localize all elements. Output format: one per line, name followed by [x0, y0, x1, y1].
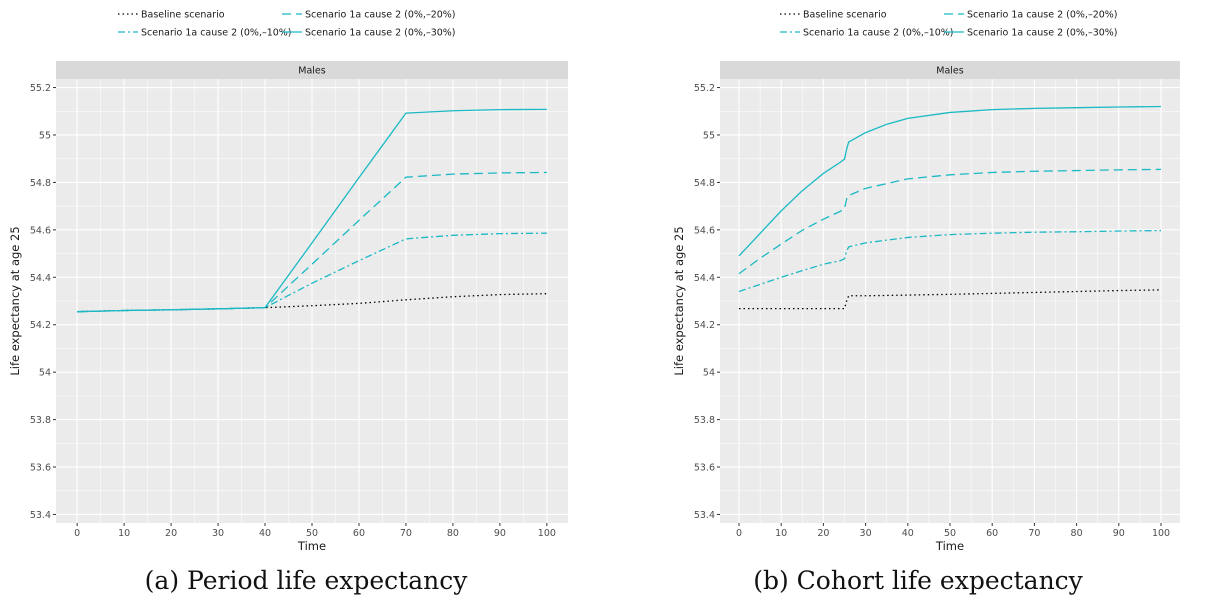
y-tick-label: 54.6 — [30, 225, 51, 236]
cohort-chart: Baseline scenario Scenario 1a cause 2 (0%… — [672, 10, 1180, 553]
legend-label: Baseline scenario — [141, 10, 225, 21]
x-tick-label: 80 — [447, 528, 459, 539]
y-tick-label: 53.8 — [694, 415, 715, 426]
y-axis-title: Life expectancy at age 25 — [8, 226, 22, 375]
period-chart-panel: Baseline scenario Scenario 1a cause 2 (0%… — [8, 10, 568, 595]
y-tick-label: 55.2 — [30, 83, 51, 94]
legend-label: Scenario 1a cause 2 (0%,–10%) — [803, 28, 954, 39]
x-tick-label: 60 — [986, 528, 998, 539]
x-tick-label: 0 — [736, 528, 742, 539]
x-tick-label: 80 — [1071, 528, 1083, 539]
series-line — [77, 293, 547, 313]
legend-label: Scenario 1a cause 2 (0%,–20%) — [967, 10, 1118, 21]
y-tick-label: 53.6 — [694, 463, 715, 474]
y-tick-label: 54.6 — [694, 225, 715, 236]
legend-label: Scenario 1a cause 2 (0%,–30%) — [967, 28, 1118, 39]
series-line — [738, 168, 1162, 275]
caption-period: (a) Period life expectancy — [144, 566, 468, 595]
y-tick-label: 54.4 — [694, 273, 715, 284]
facet-strip-label: Males — [298, 66, 326, 77]
x-tick-label: 50 — [306, 528, 318, 539]
x-tick-label: 70 — [400, 528, 412, 539]
x-tick-label: 0 — [74, 528, 80, 539]
x-tick-label: 20 — [165, 528, 177, 539]
x-tick-label: 100 — [1152, 528, 1170, 539]
y-tick-label: 53.8 — [30, 415, 51, 426]
y-axis-title: Life expectancy at age 25 — [672, 226, 686, 375]
x-tick-label: 100 — [538, 528, 556, 539]
legend-label: Scenario 1a cause 2 (0%,–10%) — [141, 28, 292, 39]
y-tick-label: 55 — [703, 130, 715, 141]
x-tick-label: 50 — [944, 528, 956, 539]
y-tick-label: 55.2 — [694, 83, 715, 94]
x-tick-label: 30 — [212, 528, 224, 539]
facet-strip — [56, 61, 568, 79]
x-tick-label: 10 — [775, 528, 787, 539]
caption-cohort: (b) Cohort life expectancy — [753, 566, 1083, 595]
period-chart: Baseline scenario Scenario 1a cause 2 (0%… — [8, 10, 568, 553]
series-line — [738, 105, 1162, 257]
y-tick-label: 53.6 — [30, 463, 51, 474]
legend-label: Scenario 1a cause 2 (0%,–30%) — [305, 28, 456, 39]
x-axis-title: Time — [935, 539, 964, 553]
y-tick-label: 54.8 — [694, 178, 715, 189]
cohort-chart-panel: Baseline scenario Scenario 1a cause 2 (0%… — [612, 0, 1224, 611]
y-tick-label: 53.4 — [694, 510, 715, 521]
x-tick-label: 70 — [1028, 528, 1040, 539]
y-tick-label: 54.2 — [694, 320, 715, 331]
y-tick-label: 54.8 — [30, 178, 51, 189]
y-tick-label: 54.2 — [30, 320, 51, 331]
legend-label: Baseline scenario — [803, 10, 887, 21]
x-tick-label: 90 — [1113, 528, 1125, 539]
y-tick-label: 54 — [703, 368, 715, 379]
y-tick-label: 54.4 — [30, 273, 51, 284]
y-tick-label: 54 — [39, 368, 51, 379]
x-axis-title: Time — [297, 539, 326, 553]
x-tick-label: 10 — [118, 528, 130, 539]
x-tick-label: 90 — [494, 528, 506, 539]
x-tick-label: 40 — [902, 528, 914, 539]
facet-strip-label: Males — [936, 66, 964, 77]
series-line — [738, 229, 1162, 293]
x-tick-label: 40 — [259, 528, 271, 539]
legend-label: Scenario 1a cause 2 (0%,–20%) — [305, 10, 456, 21]
x-tick-label: 20 — [817, 528, 829, 539]
x-tick-label: 30 — [860, 528, 872, 539]
y-tick-label: 53.4 — [30, 510, 51, 521]
y-tick-label: 55 — [39, 130, 51, 141]
legend: Baseline scenario Scenario 1a cause 2 (0%… — [118, 10, 456, 39]
series-line — [77, 108, 547, 313]
facet-strip — [720, 61, 1180, 79]
x-tick-label: 60 — [353, 528, 365, 539]
legend: Baseline scenario Scenario 1a cause 2 (0%… — [780, 10, 1118, 39]
